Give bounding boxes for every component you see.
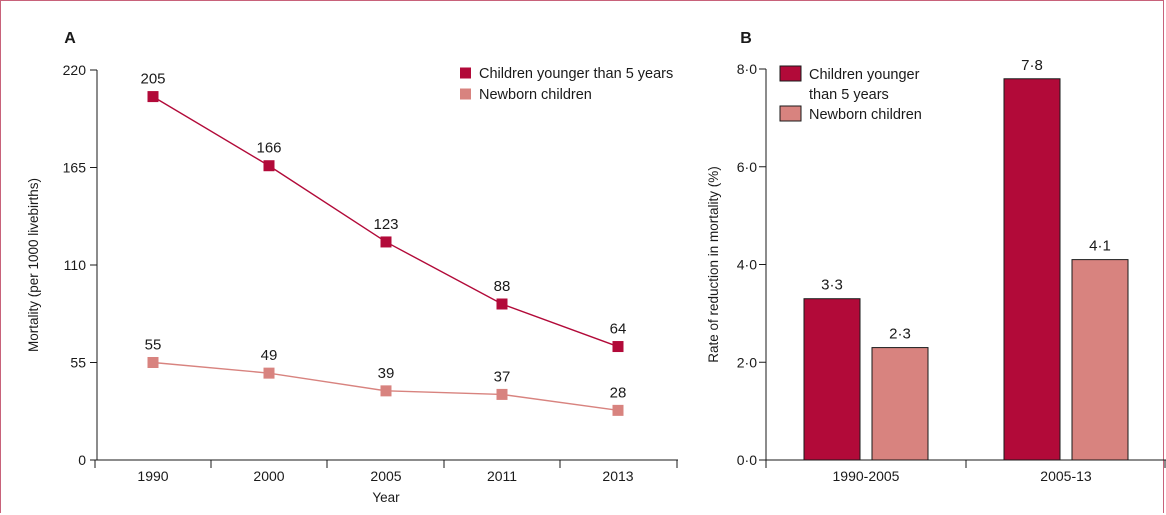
panel-a-point-0 [612, 341, 624, 353]
panel-a-point-1 [496, 388, 508, 400]
panel-a-letter: A [64, 30, 76, 47]
panel-a-x-axis-title: Year [372, 490, 400, 505]
panel-a-data-label: 123 [373, 216, 398, 233]
panel-a-point-0 [147, 91, 159, 103]
panel-b-data-label: 3·3 [821, 277, 843, 294]
panel-b-legend-swatch [779, 105, 802, 122]
panel-a-x-tick-label: 2005 [370, 468, 401, 484]
panel-a-data-label: 37 [494, 368, 511, 385]
panel-b-data-label: 4·1 [1089, 238, 1111, 255]
panel-b-bar-0 [1003, 78, 1061, 461]
panel-a-data-label: 55 [145, 337, 162, 354]
panel-a-x-tick-label: 2011 [487, 468, 517, 484]
panel-a-data-label: 166 [256, 140, 281, 157]
panel-a-x-tick-label: 2000 [253, 468, 284, 484]
panel-a-data-label: 28 [610, 384, 627, 401]
panel-a-data-label: 49 [261, 347, 278, 364]
panel-a-point-1 [612, 404, 624, 416]
panel-b-legend-label: than 5 years [809, 87, 889, 103]
panel-b-x-tick-label: 2005-13 [1040, 468, 1092, 484]
panel-b-letter: B [740, 30, 752, 47]
panel-a-y-axis-title: Mortality (per 1000 livebirths) [26, 178, 41, 352]
panel-a-data-label: 39 [378, 365, 395, 382]
panel-a-data-label: 64 [610, 321, 627, 338]
panel-b-legend-label: Children younger [809, 67, 920, 83]
panel-b-x-tick-label: 1990-2005 [833, 468, 900, 484]
panel-b-y-tick-label: 6·0 [737, 159, 757, 175]
panel-a-point-1 [263, 367, 275, 379]
panel-a-point-1 [380, 385, 392, 397]
panel-b-y-axis-title: Rate of reduction in mortality (%) [706, 166, 721, 363]
panel-a-data-label: 88 [494, 278, 511, 295]
panel-b-bar-1 [1071, 259, 1129, 461]
panel-b-y-tick-label: 2·0 [737, 354, 757, 370]
panel-b-y-tick-label: 4·0 [737, 257, 757, 273]
panel-a-x-tick-label: 2013 [602, 468, 633, 484]
panel-a-x-tick-label: 1990 [137, 468, 168, 484]
panel-a-point-0 [380, 236, 392, 248]
panel-b-bar-0 [803, 298, 861, 461]
panel-b-legend-label: Newborn children [809, 107, 922, 123]
panel-a-point-0 [263, 160, 275, 172]
panel-b-legend-swatch [779, 65, 802, 82]
panel-b-y-tick-label: 0·0 [737, 452, 757, 468]
panel-b-data-label: 7·8 [1021, 57, 1043, 74]
panel-a-legend-label: Newborn children [479, 87, 592, 103]
panel-a-y-tick-label: 55 [70, 355, 86, 371]
panel-a-y-tick-label: 220 [63, 62, 87, 78]
panel-a-y-tick-label: 165 [63, 160, 87, 176]
panel-a-y-tick-label: 110 [64, 257, 87, 273]
panel-a-legend-swatch [460, 88, 471, 100]
panel-a-legend-label: Children younger than 5 years [479, 66, 673, 82]
panel-a-point-1 [147, 357, 159, 368]
panel-a-data-label: 205 [140, 71, 165, 88]
panel-b-bar-1 [871, 347, 929, 461]
panel-b-data-label: 2·3 [889, 326, 911, 343]
panel-a-legend-swatch [460, 67, 471, 79]
panel-a-y-tick-label: 0 [78, 452, 86, 468]
panel-a-point-0 [496, 298, 508, 310]
panel-b-y-tick-label: 8·0 [737, 61, 757, 77]
